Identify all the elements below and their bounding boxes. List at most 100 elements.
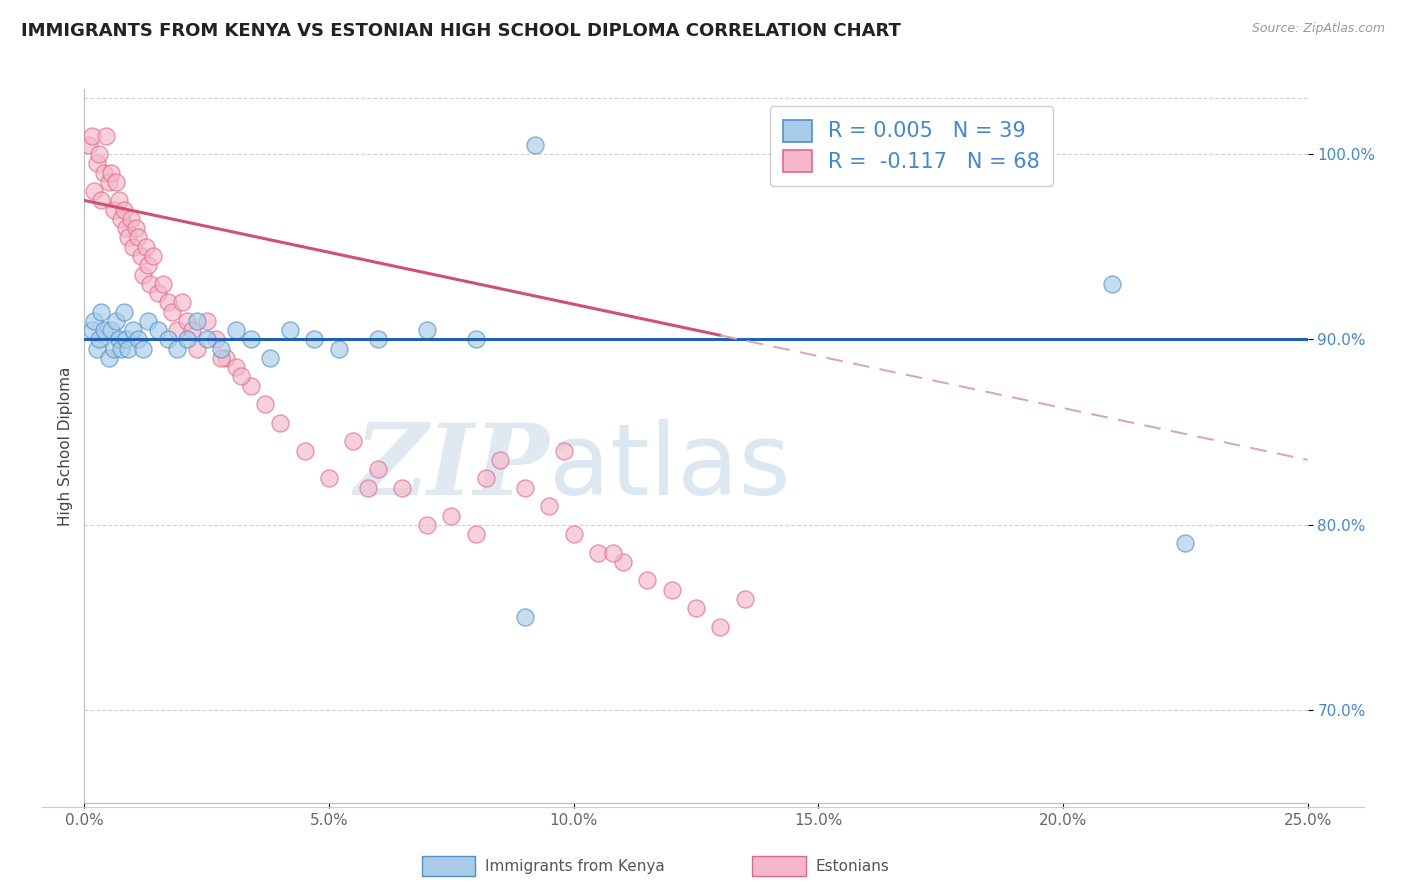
Point	[146, 286, 169, 301]
Point	[209, 351, 232, 365]
Point	[440, 508, 463, 523]
Text: IMMIGRANTS FROM KENYA VS ESTONIAN HIGH SCHOOL DIPLOMA CORRELATION CHART: IMMIGRANTS FROM KENYA VS ESTONIAN HIGH S…	[21, 22, 901, 40]
Point	[139, 277, 162, 291]
Point	[1101, 277, 1123, 291]
Point	[186, 314, 208, 328]
Point	[129, 249, 152, 263]
Point	[97, 351, 120, 365]
Point	[278, 323, 301, 337]
Point	[636, 574, 658, 588]
Point	[209, 342, 232, 356]
Point	[391, 481, 413, 495]
Point	[86, 342, 108, 356]
Text: Estonians: Estonians	[815, 859, 890, 873]
Text: ZIP: ZIP	[354, 419, 550, 516]
Point	[142, 249, 165, 263]
Point	[93, 166, 115, 180]
Point	[709, 620, 731, 634]
Point	[110, 211, 132, 226]
Point	[86, 156, 108, 170]
Point	[357, 481, 380, 495]
Point	[225, 323, 247, 337]
Point	[87, 333, 110, 347]
Point	[342, 434, 364, 449]
Point	[254, 397, 277, 411]
Point	[80, 128, 103, 143]
Point	[294, 443, 316, 458]
Point	[96, 128, 118, 143]
Point	[239, 378, 262, 392]
Text: atlas: atlas	[550, 419, 790, 516]
Y-axis label: High School Diploma: High School Diploma	[58, 367, 73, 525]
Legend: R = 0.005   N = 39, R =  -0.117   N = 68: R = 0.005 N = 39, R = -0.117 N = 68	[769, 106, 1053, 186]
Point	[367, 333, 389, 347]
Point	[115, 221, 138, 235]
Point	[195, 333, 218, 347]
Point	[612, 555, 634, 569]
Point	[122, 323, 145, 337]
Point	[553, 443, 575, 458]
Point	[239, 333, 262, 347]
Point	[538, 500, 561, 514]
Point	[87, 147, 110, 161]
Point	[115, 333, 138, 347]
Point	[464, 527, 486, 541]
Point	[269, 416, 291, 430]
Point	[90, 304, 112, 318]
Point	[304, 333, 326, 347]
Point	[132, 268, 155, 282]
Point	[117, 342, 139, 356]
Point	[166, 342, 188, 356]
Point	[685, 601, 707, 615]
Text: Immigrants from Kenya: Immigrants from Kenya	[485, 859, 665, 873]
Point	[80, 323, 103, 337]
Point	[661, 582, 683, 597]
Point	[195, 314, 218, 328]
Point	[127, 230, 149, 244]
Point	[110, 342, 132, 356]
Point	[146, 323, 169, 337]
Point	[318, 471, 340, 485]
Point	[122, 240, 145, 254]
Point	[136, 314, 159, 328]
Point	[107, 194, 129, 208]
Point	[97, 175, 120, 189]
Point	[105, 314, 128, 328]
Point	[105, 175, 128, 189]
Point	[225, 360, 247, 375]
Point	[103, 202, 125, 217]
Point	[162, 304, 184, 318]
Point	[172, 295, 194, 310]
Point	[259, 351, 281, 365]
Point	[132, 342, 155, 356]
Point	[464, 333, 486, 347]
Point	[112, 304, 135, 318]
Point	[176, 314, 198, 328]
Point	[602, 545, 624, 559]
Point	[117, 230, 139, 244]
Point	[136, 258, 159, 272]
Point	[513, 481, 536, 495]
Point	[90, 194, 112, 208]
Point	[135, 240, 157, 254]
Point	[77, 137, 100, 152]
Point	[474, 471, 496, 485]
Point	[229, 369, 252, 384]
Point	[215, 351, 238, 365]
Point	[93, 323, 115, 337]
Point	[416, 517, 439, 532]
Point	[112, 202, 135, 217]
Point	[120, 211, 142, 226]
Point	[103, 342, 125, 356]
Point	[489, 453, 512, 467]
Point	[107, 333, 129, 347]
Point	[100, 323, 122, 337]
Point	[176, 333, 198, 347]
Point	[734, 591, 756, 606]
Point	[562, 527, 585, 541]
Point	[166, 323, 188, 337]
Point	[156, 295, 179, 310]
Point	[205, 333, 228, 347]
Point	[523, 137, 546, 152]
Point	[125, 221, 148, 235]
